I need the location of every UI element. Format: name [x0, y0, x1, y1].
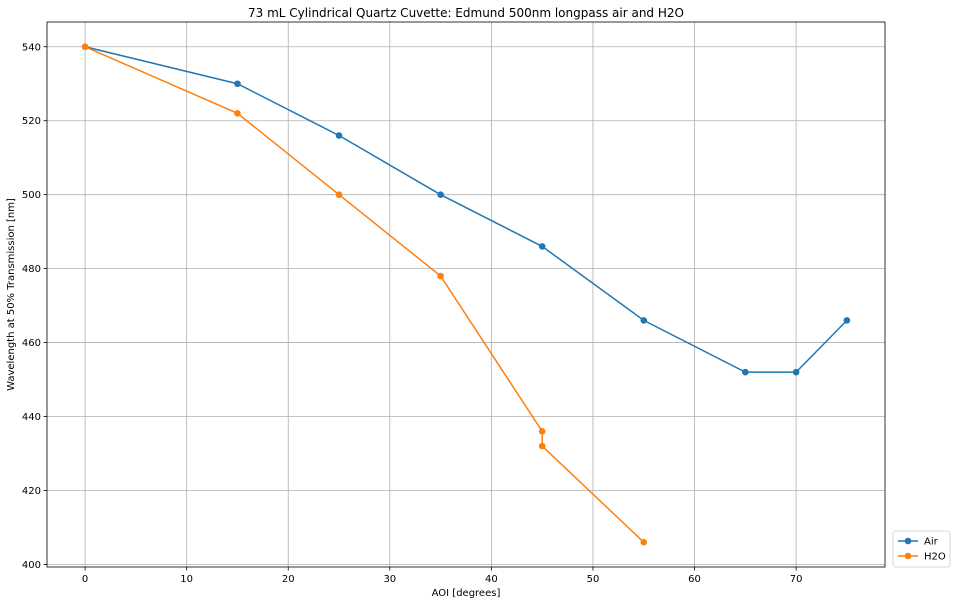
- series-layer: [81, 43, 851, 546]
- data-point: [538, 428, 546, 435]
- y-tick-label: 540: [22, 42, 41, 53]
- data-point: [843, 317, 851, 324]
- data-point: [81, 43, 89, 51]
- data-point: [335, 132, 343, 139]
- chart-title: 73 mL Cylindrical Quartz Cuvette: Edmund…: [248, 6, 684, 20]
- x-tick-label: 30: [383, 574, 396, 585]
- x-tick-label: 40: [485, 574, 498, 585]
- legend-marker: [904, 537, 912, 545]
- grid: [47, 22, 885, 567]
- y-axis-title: Wavelength at 50% Transmission [nm]: [6, 198, 17, 391]
- x-tick-label: 0: [82, 574, 88, 585]
- data-point: [742, 368, 749, 376]
- legend-label: Air: [924, 537, 939, 548]
- x-tick-label: 10: [180, 574, 193, 585]
- data-point: [234, 80, 241, 88]
- legend-marker: [904, 552, 912, 560]
- y-tick-label: 520: [22, 116, 41, 127]
- data-point: [640, 538, 648, 546]
- legend-label: H2O: [924, 552, 946, 563]
- data-point: [234, 110, 241, 117]
- y-tick-label: 400: [22, 560, 41, 571]
- plot-frame: [46, 21, 886, 568]
- data-point: [437, 191, 444, 198]
- y-tick-label: 480: [22, 264, 41, 275]
- x-tick-label: 70: [790, 574, 803, 585]
- x-tick-label: 60: [688, 574, 701, 585]
- x-axis-title: AOI [degrees]: [432, 588, 501, 599]
- data-point: [335, 191, 343, 198]
- series-h2o: [81, 43, 648, 546]
- data-point: [538, 442, 546, 450]
- y-tick-label: 420: [22, 486, 41, 497]
- y-tick-label: 500: [22, 190, 41, 201]
- x-tick-label: 50: [587, 574, 600, 585]
- data-point: [640, 317, 648, 324]
- legend-item-h2o: H2O: [898, 552, 946, 563]
- data-point: [792, 368, 800, 376]
- ticks: 0 10 20 30 40 50 60 70 400 420 440 460 480 500 520 540: [22, 42, 803, 585]
- x-tick-label: 20: [282, 574, 295, 585]
- legend: Air H2O: [892, 530, 951, 568]
- y-tick-label: 460: [22, 338, 41, 349]
- data-point: [538, 243, 546, 250]
- data-point: [437, 272, 444, 280]
- y-tick-label: 440: [22, 412, 41, 423]
- legend-item-air: Air: [898, 537, 939, 548]
